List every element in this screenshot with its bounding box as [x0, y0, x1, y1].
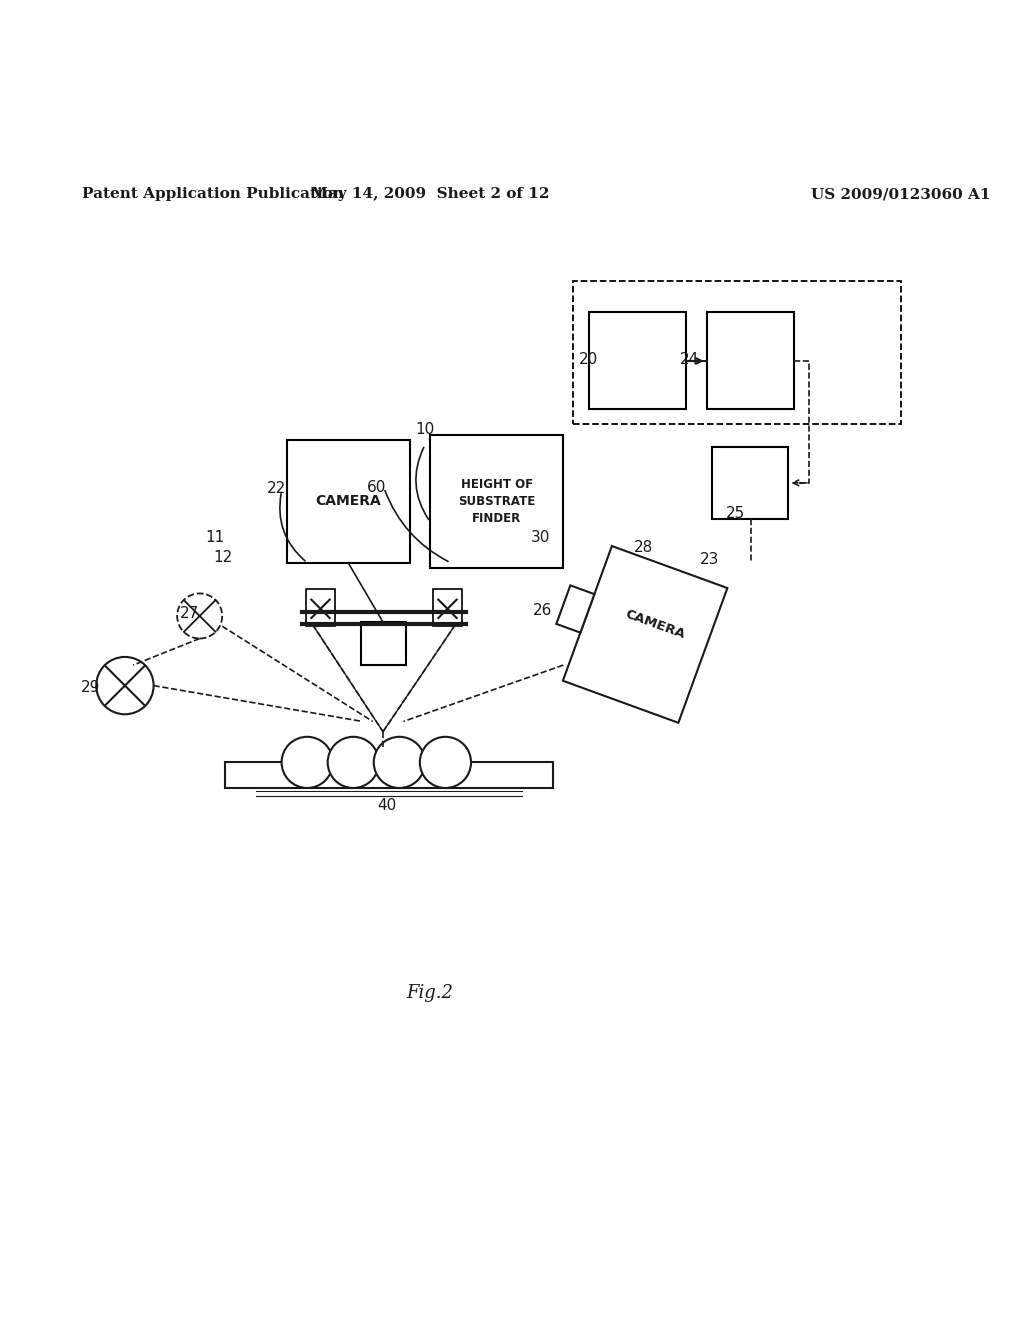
Bar — [712, 447, 788, 519]
Bar — [361, 622, 406, 665]
Text: 30: 30 — [531, 529, 550, 545]
Circle shape — [328, 737, 379, 788]
Text: 23: 23 — [700, 552, 719, 568]
Bar — [306, 589, 335, 626]
Circle shape — [282, 737, 333, 788]
Text: HEIGHT OF
SUBSTRATE
FINDER: HEIGHT OF SUBSTRATE FINDER — [458, 478, 536, 525]
Text: CAMERA: CAMERA — [315, 494, 381, 508]
Text: 26: 26 — [534, 603, 552, 618]
Circle shape — [420, 737, 471, 788]
Bar — [433, 589, 462, 626]
Bar — [430, 434, 563, 568]
Bar — [287, 440, 410, 562]
Text: CAMERA: CAMERA — [624, 607, 687, 642]
Text: 29: 29 — [81, 680, 99, 696]
Circle shape — [96, 657, 154, 714]
Bar — [556, 585, 594, 632]
Text: 20: 20 — [580, 352, 598, 367]
Text: Fig.2: Fig.2 — [407, 983, 454, 1002]
Text: May 14, 2009  Sheet 2 of 12: May 14, 2009 Sheet 2 of 12 — [311, 187, 549, 201]
Circle shape — [177, 594, 222, 639]
Bar — [225, 763, 553, 788]
Text: 60: 60 — [368, 480, 386, 495]
Text: 22: 22 — [267, 482, 286, 496]
Text: 25: 25 — [726, 506, 744, 521]
Text: 27: 27 — [180, 606, 199, 622]
Text: 28: 28 — [634, 540, 652, 554]
Text: US 2009/0123060 A1: US 2009/0123060 A1 — [811, 187, 991, 201]
Text: 12: 12 — [214, 550, 232, 565]
Bar — [707, 312, 794, 409]
Text: 40: 40 — [378, 797, 396, 813]
Text: 11: 11 — [206, 529, 224, 545]
Text: 10: 10 — [416, 422, 434, 437]
Circle shape — [374, 737, 425, 788]
Bar — [573, 281, 901, 425]
Text: 24: 24 — [680, 352, 698, 367]
Bar — [589, 312, 686, 409]
Text: Patent Application Publication: Patent Application Publication — [82, 187, 344, 201]
Bar — [563, 546, 727, 723]
